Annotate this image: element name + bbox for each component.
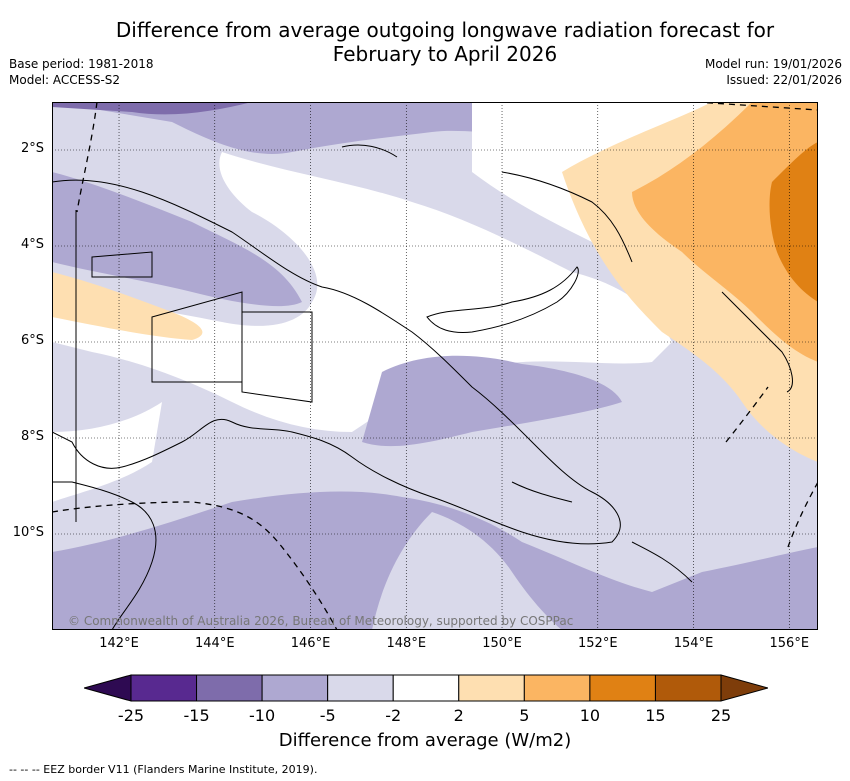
colorbar-tick: 10 [580, 706, 600, 725]
colorbar-tick: -15 [183, 706, 209, 725]
colorbar-tick: -25 [118, 706, 144, 725]
colorbar-segment [523, 674, 591, 702]
colorbar-tick: 2 [454, 706, 464, 725]
title-line-2: February to April 2026 [332, 42, 558, 66]
field-pos-strong-east [769, 142, 818, 302]
lat-label: 6°S [20, 333, 44, 348]
forecast-map: © Commonwealth of Australia 2026, Bureau… [52, 102, 818, 630]
eez-legend-note: -- -- -- EEZ border V11 (Flanders Marine… [9, 763, 318, 776]
title-line-1: Difference from average outgoing longwav… [115, 18, 775, 42]
field-gulf-light [172, 421, 232, 452]
manus-coast [341, 144, 398, 158]
lon-label: 146°E [290, 636, 331, 651]
colorbar-segment [589, 674, 656, 702]
colorbar-segment [130, 674, 198, 702]
field-neutral-west-coast [52, 402, 162, 502]
lon-label: 150°E [482, 636, 522, 651]
lat-label: 10°S [12, 525, 44, 540]
new-ireland-coast [501, 171, 633, 263]
meta-left: Base period: 1981-2018 Model: ACCESS-S2 [9, 56, 154, 88]
colorbar-tick: 25 [711, 706, 731, 725]
eez-border-north-east [695, 102, 818, 111]
field-central-mid [362, 355, 622, 447]
bougainville-coast [721, 291, 793, 393]
field-neutral-center [52, 152, 672, 432]
graticule [52, 102, 818, 630]
new-guinea-coast [52, 179, 621, 545]
eez-border-east-1 [725, 386, 769, 443]
field-north-mid [52, 102, 572, 154]
colorbar-segment [196, 674, 263, 702]
coastlines [52, 144, 793, 630]
new-britain-coast [426, 266, 579, 333]
model-run: Model run: 19/01/2026 [704, 57, 842, 71]
field-north-strong [52, 102, 252, 115]
colorbar-segments [130, 674, 722, 702]
province-border-3 [241, 311, 313, 403]
colorbar-tick: 15 [645, 706, 665, 725]
australia-coast [52, 481, 157, 630]
issued-date: Issued: 22/01/2026 [726, 73, 842, 87]
field-pos-mid-east [632, 102, 818, 362]
eez-border-south [52, 501, 338, 630]
colorbar-segment [327, 674, 394, 702]
meta-right: Model run: 19/01/2026 Issued: 22/01/2026 [705, 56, 842, 88]
island-chain-coast [511, 481, 693, 583]
lon-label: 152°E [578, 636, 618, 651]
field-pos-light-west [52, 272, 203, 340]
lon-label: 148°E [386, 636, 427, 651]
colorbar-segment [654, 674, 722, 702]
colorbar-segment [458, 674, 525, 702]
field-south-light [372, 512, 562, 630]
eez-borders [52, 102, 818, 630]
lat-label: 8°S [20, 429, 44, 444]
colorbar-extend-low [84, 674, 132, 702]
eez-border-north-west [76, 102, 98, 213]
lon-label: 156°E [769, 636, 810, 651]
eez-border-east-2 [787, 481, 818, 548]
anomaly-field [52, 102, 818, 630]
map-frame [52, 102, 818, 630]
field-west-mid [52, 172, 302, 307]
colorbar: -25 -15 -10 -5 -2 2 5 10 15 25 [84, 674, 768, 725]
model-name: Model: ACCESS-S2 [9, 73, 121, 87]
colorbar-tick: -5 [320, 706, 336, 725]
colorbar-tick: -2 [385, 706, 401, 725]
colorbar-tick: 5 [519, 706, 529, 725]
lon-label: 144°E [195, 636, 235, 651]
colorbar-segment [261, 674, 329, 702]
colorbar-segment [392, 674, 460, 702]
colorbar-label: Difference from average (W/m2) [278, 730, 572, 751]
colorbar-tick: -10 [249, 706, 275, 725]
map-title: Difference from average outgoing longwav… [60, 18, 830, 66]
lat-label: 2°S [20, 141, 44, 156]
base-period: Base period: 1981-2018 [9, 57, 154, 71]
colorbar-ticks: -25 -15 -10 -5 -2 2 5 10 15 25 [118, 706, 731, 725]
province-border-1 [91, 251, 153, 278]
lon-label: 142°E [99, 636, 139, 651]
copyright-notice: © Commonwealth of Australia 2026, Bureau… [68, 614, 573, 628]
lon-label: 154°E [673, 636, 714, 651]
lat-label: 4°S [20, 237, 44, 252]
colorbar-extend-high [720, 674, 768, 702]
